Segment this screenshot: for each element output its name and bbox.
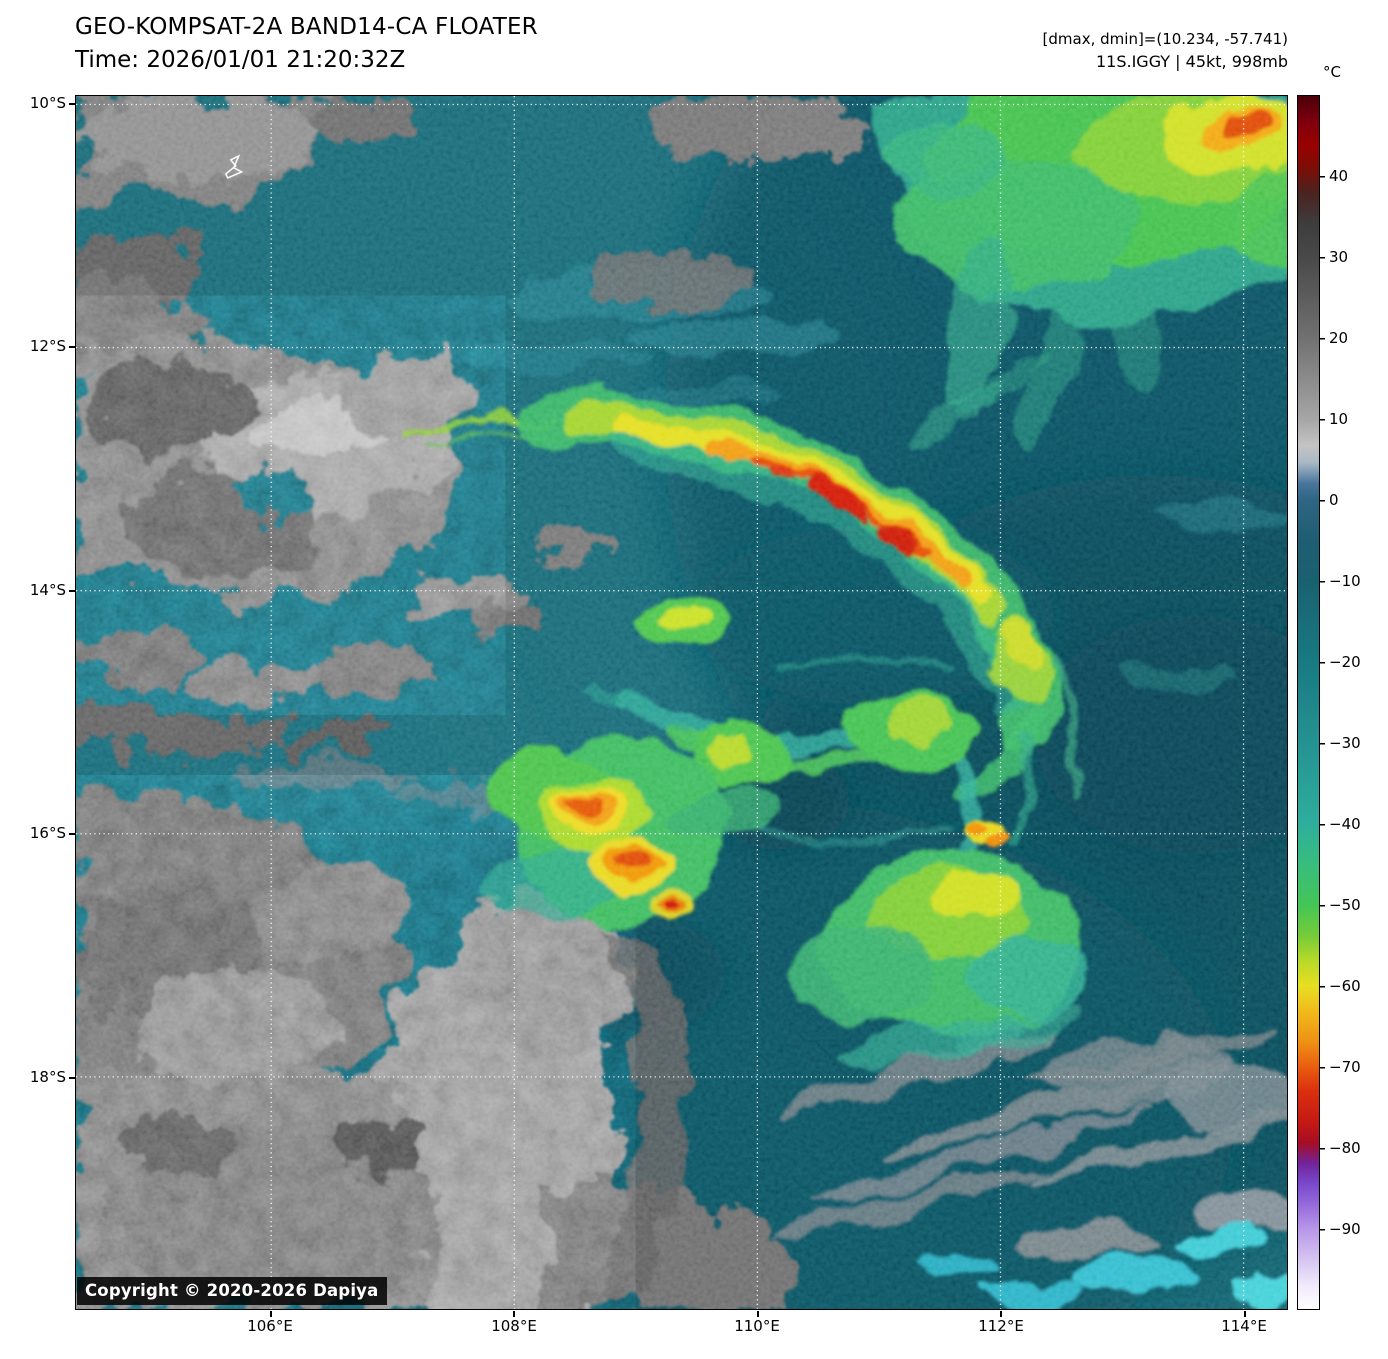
lat-label: 16°S — [29, 824, 66, 842]
colorbar-tick-label: 10 — [1329, 410, 1349, 428]
lat-label: 12°S — [29, 337, 66, 355]
axis-tick — [1244, 1311, 1246, 1317]
lon-label: 112°E — [978, 1317, 1024, 1335]
colorbar — [1297, 95, 1320, 1310]
colorbar-tick-label: −70 — [1329, 1058, 1361, 1076]
lon-label: 110°E — [734, 1317, 780, 1335]
timestamp-label: Time: 2026/01/01 21:20:32Z — [75, 47, 406, 73]
colorbar-tick-label: −40 — [1329, 815, 1361, 833]
colorbar-tick-label: −20 — [1329, 653, 1361, 671]
colorbar-tick-label: 0 — [1329, 491, 1339, 509]
colorbar-tick-label: −90 — [1329, 1220, 1361, 1238]
colorbar-tick-label: −50 — [1329, 896, 1361, 914]
lon-label: 108°E — [491, 1317, 537, 1335]
colorbar-unit-label: °C — [1323, 63, 1341, 81]
satellite-imagery — [76, 96, 1287, 1309]
axis-tick — [69, 833, 75, 835]
axis-tick — [69, 103, 75, 105]
colorbar-tick-label: −10 — [1329, 572, 1361, 590]
axis-tick — [69, 1077, 75, 1079]
axis-tick — [69, 590, 75, 592]
axis-tick — [513, 1311, 515, 1317]
graticule — [76, 96, 1287, 1309]
storm-info-label: 11S.IGGY | 45kt, 998mb — [1095, 52, 1288, 71]
axis-tick — [270, 1311, 272, 1317]
lat-label: 14°S — [29, 581, 66, 599]
lon-label: 114°E — [1221, 1317, 1267, 1335]
colorbar-tick-label: 30 — [1329, 248, 1349, 266]
lon-label: 106°E — [247, 1317, 293, 1335]
lat-label: 10°S — [29, 94, 66, 112]
axis-tick — [757, 1311, 759, 1317]
colorbar-tick-label: 20 — [1329, 329, 1349, 347]
copyright-label: Copyright © 2020-2026 Dapiya — [77, 1277, 388, 1305]
lat-label: 18°S — [29, 1068, 66, 1086]
colorbar-tick-label: −60 — [1329, 977, 1361, 995]
colorbar-tick-label: 40 — [1329, 167, 1349, 185]
satellite-map: Copyright © 2020-2026 Dapiya — [75, 95, 1288, 1310]
film-grain — [76, 96, 1287, 1309]
dmax-dmin-readout: [dmax, dmin]=(10.234, -57.741) — [1042, 30, 1288, 48]
page-title: GEO-KOMPSAT-2A BAND14-CA FLOATER — [75, 14, 538, 40]
axis-tick — [1000, 1311, 1002, 1317]
colorbar-tick-label: −30 — [1329, 734, 1361, 752]
colorbar-ticks — [1320, 176, 1325, 1231]
colorbar-tick-label: −80 — [1329, 1139, 1361, 1157]
axis-tick — [69, 346, 75, 348]
